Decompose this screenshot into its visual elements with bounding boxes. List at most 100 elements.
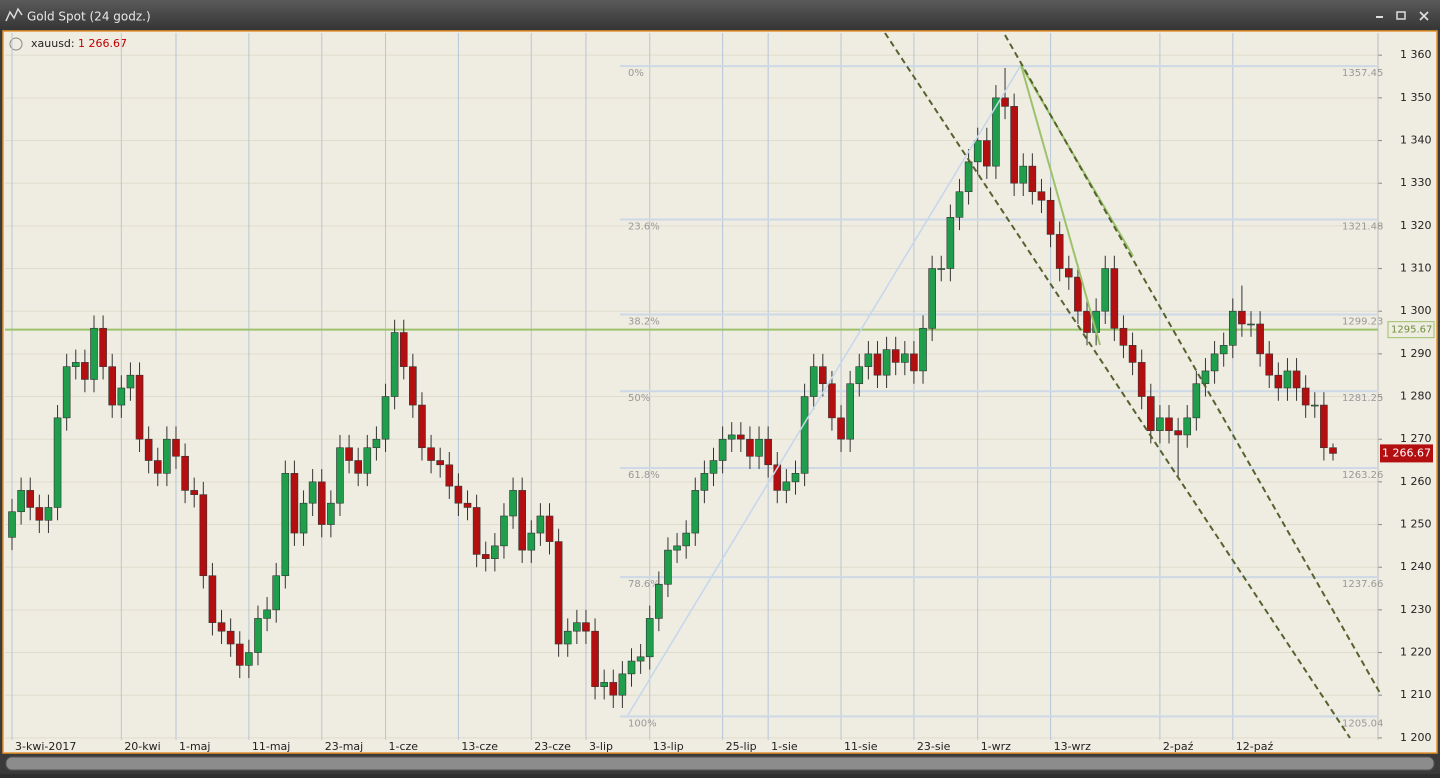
close-button[interactable] xyxy=(1419,11,1429,21)
x-tick-label: 13-cze xyxy=(461,740,498,753)
symbol-label: xauusd: xyxy=(31,37,75,50)
move-icon[interactable] xyxy=(9,37,23,51)
candle-body xyxy=(1310,404,1319,407)
candle-body xyxy=(172,438,180,457)
candle-body xyxy=(99,327,107,367)
minimize-button[interactable] xyxy=(1376,16,1383,18)
candle-body xyxy=(609,682,618,696)
candle-body xyxy=(1256,323,1264,355)
candle-body xyxy=(290,473,299,534)
symbol-price: 1 266.67 xyxy=(78,37,127,50)
candle-body xyxy=(436,460,444,466)
candle-body xyxy=(973,140,982,163)
x-tick-label: 11-sie xyxy=(844,740,878,753)
candle-body xyxy=(481,554,490,559)
candle-body xyxy=(591,630,599,687)
candle-body xyxy=(1101,268,1110,312)
candle-body xyxy=(108,366,117,406)
y-tick-label: 1 330 xyxy=(1400,176,1432,189)
y-tick-label: 1 250 xyxy=(1400,518,1432,531)
candle-body xyxy=(1037,191,1046,201)
title-bar xyxy=(0,0,1440,30)
candle-body xyxy=(1001,97,1009,107)
x-tick-label: 1-maj xyxy=(179,740,210,753)
candle-body xyxy=(1210,353,1219,372)
candle-body xyxy=(163,438,171,474)
x-tick-label: 23-cze xyxy=(534,740,571,753)
fib-value: 1263.26 xyxy=(1342,470,1383,481)
candle-body xyxy=(62,366,71,419)
channel-line xyxy=(884,32,1351,739)
candle-body xyxy=(144,438,153,461)
candle-body xyxy=(1146,396,1155,431)
fib-label: 78.6% xyxy=(628,579,660,590)
x-tick-label: 13-lip xyxy=(653,740,684,753)
candle-body xyxy=(1010,106,1018,184)
candle-body xyxy=(1137,362,1146,397)
candle-body xyxy=(71,362,80,367)
fib-value: 1281.25 xyxy=(1342,393,1383,404)
candle-body xyxy=(1247,323,1255,326)
candle-body xyxy=(272,575,281,611)
candle-body xyxy=(1119,327,1128,346)
candle-body xyxy=(336,447,344,504)
candle-body xyxy=(664,549,672,585)
candle-body xyxy=(1238,310,1246,325)
candle-body xyxy=(445,464,454,487)
candle-body xyxy=(44,507,53,521)
candle-body xyxy=(208,575,217,623)
candle-body xyxy=(26,490,35,508)
window-title: Gold Spot (24 godz.) xyxy=(27,10,151,24)
candle-body xyxy=(919,327,927,372)
scrollbar[interactable] xyxy=(5,756,1435,771)
hline-tag xyxy=(1387,321,1435,339)
candle-body xyxy=(709,460,718,474)
candle-body xyxy=(390,332,399,397)
hline-label: 1295.67 xyxy=(1391,325,1432,336)
fib-trend-line xyxy=(627,64,1022,716)
candle-body xyxy=(1228,310,1237,346)
candle-body xyxy=(1283,370,1292,389)
candle-body xyxy=(463,502,472,508)
candle-body xyxy=(800,396,809,474)
candle-body xyxy=(928,268,936,329)
candle-body xyxy=(846,383,854,440)
candle-body xyxy=(454,485,463,504)
fib-value: 1357.45 xyxy=(1342,68,1383,79)
candle-body xyxy=(527,532,536,551)
candle-body xyxy=(1274,374,1283,389)
candle-body xyxy=(682,532,690,547)
candle-body xyxy=(746,438,754,457)
candle-body xyxy=(1201,370,1210,385)
candle-body xyxy=(345,447,353,461)
candle-body xyxy=(135,374,144,440)
candle-body xyxy=(363,447,372,474)
maximize-button[interactable] xyxy=(1396,11,1406,20)
y-tick-label: 1 230 xyxy=(1400,603,1432,616)
candle-body xyxy=(873,353,882,376)
candle-body xyxy=(90,327,98,380)
candle-body xyxy=(600,682,608,687)
x-tick-label: 25-lip xyxy=(726,740,757,753)
fib-value: 1237.66 xyxy=(1342,579,1383,590)
candle-body xyxy=(882,349,891,376)
trend-line xyxy=(1020,64,1101,346)
candle-body xyxy=(727,434,736,440)
fib-value: 1321.48 xyxy=(1342,222,1383,233)
candle-body xyxy=(217,622,226,632)
x-tick-label: 13-wrz xyxy=(1054,740,1091,753)
candle-body xyxy=(782,481,791,491)
candle-body xyxy=(946,217,955,269)
x-tick-label: 23-maj xyxy=(325,740,363,753)
candle-body xyxy=(992,97,1000,167)
candle-body xyxy=(1128,345,1137,363)
candle-body xyxy=(891,349,900,363)
candle-body xyxy=(563,630,572,645)
candle-body xyxy=(536,515,545,534)
candle-body xyxy=(8,511,16,538)
y-tick-label: 1 260 xyxy=(1400,475,1432,488)
candle-body xyxy=(1165,417,1173,431)
candle-body xyxy=(1156,417,1164,431)
candle-body xyxy=(245,652,253,666)
